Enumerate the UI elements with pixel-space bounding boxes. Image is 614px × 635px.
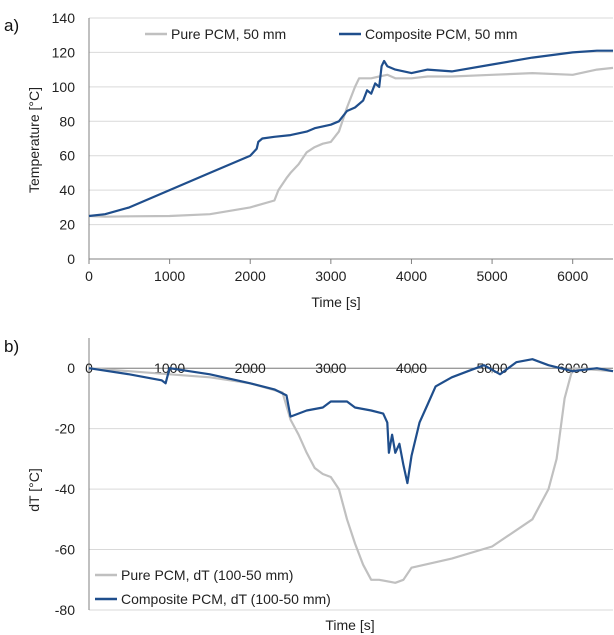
series-line-composite-pcm — [88, 49, 613, 218]
y-tick-label: 140 — [52, 10, 76, 26]
y-tick-label: 0 — [67, 251, 75, 267]
y-tick-label: 80 — [59, 113, 75, 129]
y-tick-label: 40 — [59, 182, 75, 198]
x-tick-label: 2000 — [235, 268, 266, 284]
panel-a-legend: Pure PCM, 50 mm Composite PCM, 50 mm — [145, 26, 517, 42]
y-tick-label: -20 — [55, 421, 75, 437]
legend-label: Pure PCM, 50 mm — [171, 26, 286, 42]
panel-b-y-ticks: -80 -60 -40 -20 0 — [55, 360, 75, 618]
y-tick-label: -80 — [55, 602, 75, 618]
y-tick-label: -40 — [55, 481, 75, 497]
panel-a-label: a) — [4, 16, 19, 35]
legend-label: Composite PCM, 50 mm — [365, 26, 517, 42]
panel-b-series — [88, 358, 614, 584]
y-tick-label: 60 — [59, 148, 75, 164]
x-tick-label: 1000 — [154, 268, 185, 284]
panel-a-y-ticks: 0 20 40 60 80 100 120 140 — [52, 10, 76, 267]
x-tick-label: 2000 — [235, 360, 266, 376]
panel-b-legend: Pure PCM, dT (100-50 mm) Composite PCM, d… — [95, 567, 331, 607]
series-line-composite-pcm — [88, 358, 614, 485]
panel-a-gridlines — [88, 17, 613, 260]
panel-a-series — [88, 49, 614, 218]
y-tick-label: -60 — [55, 542, 75, 558]
y-tick-label: 120 — [52, 44, 76, 60]
panel-b-chart: b) 0 1000 2000 3000 4000 5000 6000 -80-60-40-2… — [4, 337, 614, 633]
series-line-pure-pcm — [88, 367, 614, 584]
x-tick-label: 3000 — [315, 268, 346, 284]
panel-a-chart: a) 0 1000 2000 3000 4000 5000 6000 0 20 40 60 80 10… — [4, 10, 614, 310]
x-tick-label: 5000 — [476, 360, 507, 376]
x-tick-label: 4000 — [396, 268, 427, 284]
legend-label: Pure PCM, dT (100-50 mm) — [121, 567, 293, 583]
x-tick-label: 5000 — [476, 268, 507, 284]
y-tick-label: 100 — [52, 79, 76, 95]
y-tick-label: 20 — [59, 217, 75, 233]
panel-a-y-axis-label: Temperature [°C] — [26, 87, 42, 193]
series-line-pure-pcm — [88, 66, 614, 218]
x-tick-label: 4000 — [396, 360, 427, 376]
x-tick-label: 0 — [85, 268, 93, 284]
x-tick-label: 6000 — [557, 268, 588, 284]
legend-label: Composite PCM, dT (100-50 mm) — [121, 591, 331, 607]
panel-b-label: b) — [4, 337, 19, 356]
panel-b-x-axis-label: Time [s] — [325, 617, 374, 633]
panel-a-x-axis-label: Time [s] — [311, 294, 360, 310]
y-tick-label: 0 — [67, 360, 75, 376]
panel-a-x-ticks: 0 1000 2000 3000 4000 5000 6000 — [85, 259, 588, 284]
x-tick-label: 3000 — [315, 360, 346, 376]
panel-b-y-axis-label: dT [°C] — [26, 468, 42, 511]
